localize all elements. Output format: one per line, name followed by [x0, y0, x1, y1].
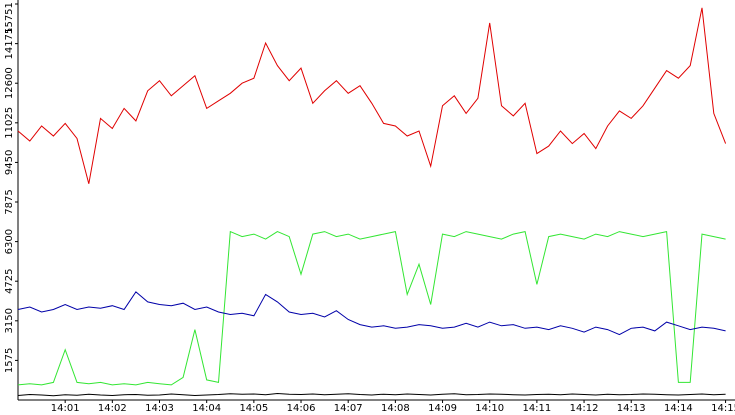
- y-tick-label: 4725: [4, 268, 15, 293]
- series-line: [17, 230, 726, 386]
- x-tick-label: 14:03: [145, 403, 174, 414]
- x-tick-label: 14:06: [287, 403, 316, 414]
- x-tick-label: 14:04: [192, 403, 221, 414]
- y-tick-label: 3150: [4, 308, 15, 333]
- x-tick-label: 14:11: [522, 403, 551, 414]
- x-tick-label: 14:07: [334, 403, 363, 414]
- y-tick-label: 15751: [4, 2, 15, 34]
- y-tick-label: 12600: [4, 67, 15, 99]
- x-tick-label: 14:09: [428, 403, 457, 414]
- y-tick-label: 14175: [4, 28, 15, 60]
- y-tick-label: 6300: [4, 229, 15, 254]
- y-tick-label: 7875: [4, 189, 15, 214]
- x-tick-label: 14:05: [239, 403, 268, 414]
- x-tick-label: 14:14: [664, 403, 693, 414]
- y-tick-label: 11025: [4, 107, 15, 139]
- x-tick-label: 14:15: [711, 403, 735, 414]
- y-tick-label: 1575: [4, 348, 15, 373]
- x-tick-label: 14:02: [98, 403, 127, 414]
- x-tick-label: 14:01: [51, 403, 80, 414]
- y-tick-label: 9450: [4, 150, 15, 175]
- x-tick-label: 14:08: [381, 403, 410, 414]
- x-tick-label: 14:13: [617, 403, 646, 414]
- series-line: [17, 291, 726, 336]
- series-line: [17, 392, 726, 397]
- series-line: [17, 7, 727, 184]
- x-tick-label: 14:10: [475, 403, 504, 414]
- x-tick-label: 14:12: [570, 403, 599, 414]
